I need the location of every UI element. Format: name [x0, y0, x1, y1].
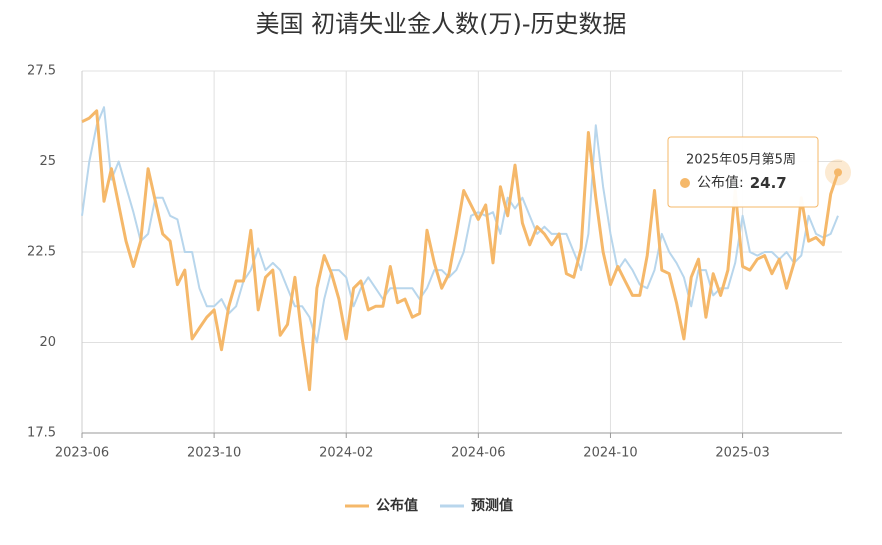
tooltip-box [667, 136, 819, 208]
legend-label: 公布值 [376, 497, 418, 514]
tooltip-text: 公布值: 24.7 [697, 174, 787, 192]
legend-label: 预测值 [471, 497, 513, 514]
x-tick-label: 2024-06 [451, 446, 505, 461]
series-line [81, 109, 840, 392]
tooltip-value: 24.7 [750, 174, 787, 192]
x-tick-label: 2024-02 [319, 446, 373, 461]
chart-title: 美国 初请失业金人数(万)-历史数据 [255, 10, 626, 38]
x-tick-label: 2025-03 [715, 446, 769, 461]
x-tick-label: 2024-10 [583, 446, 637, 461]
tooltip-dot [680, 178, 690, 188]
y-tick-label: 25 [39, 154, 56, 169]
y-tick-label: 27.5 [27, 64, 56, 79]
y-tick-label: 20 [39, 335, 56, 350]
x-tick-label: 2023-06 [55, 446, 109, 461]
y-tick-label: 17.5 [27, 426, 56, 441]
x-tick-label: 2023-10 [187, 446, 241, 461]
series-line [81, 106, 839, 344]
hover-point [834, 168, 842, 177]
tooltip-title: 2025年05月第5周 [686, 153, 796, 168]
y-tick-label: 22.5 [27, 245, 56, 260]
tooltip-label: 公布值: [697, 175, 744, 191]
